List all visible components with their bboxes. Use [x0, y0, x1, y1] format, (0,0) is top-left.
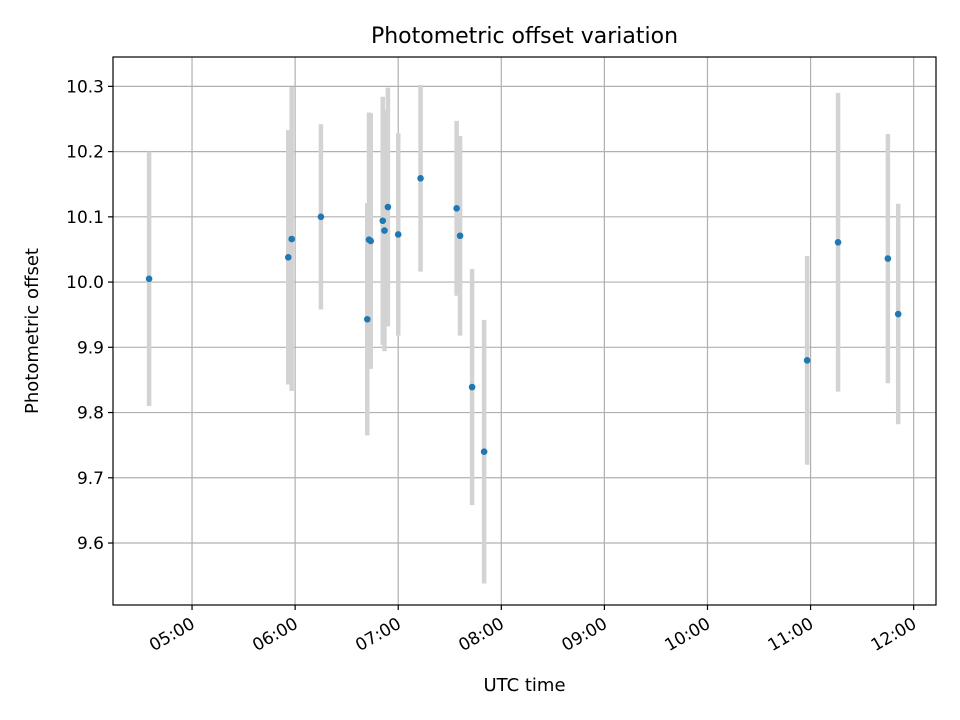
data-point [145, 275, 153, 283]
y-tick-label: 9.7 [77, 469, 104, 489]
data-point [468, 383, 476, 391]
data-point [284, 253, 292, 261]
data-point [417, 175, 424, 182]
data-point [884, 255, 892, 262]
data-point [894, 310, 902, 318]
x-axis-label: UTC time [483, 675, 565, 696]
grid [113, 57, 936, 605]
y-tick-label: 10.3 [66, 77, 104, 97]
data-point [379, 217, 387, 225]
data-point [288, 235, 295, 243]
y-tick-label: 9.6 [77, 534, 104, 554]
data-point [480, 448, 488, 455]
y-tick-label: 10.0 [66, 273, 104, 293]
data-point [834, 238, 842, 246]
chart-title: Photometric offset variation [371, 24, 678, 49]
y-axis-ticks: 9.6 9.7 9.8 9.9 10.0 10.1 10.2 10.3 [66, 77, 113, 554]
data-point [363, 315, 371, 323]
data-point [384, 203, 392, 211]
y-tick-label: 9.9 [77, 338, 104, 358]
data-point [803, 357, 811, 364]
y-tick-label: 9.8 [77, 404, 104, 424]
data-points [145, 175, 902, 455]
plot-frame [112, 56, 937, 606]
y-tick-label: 10.1 [66, 208, 104, 228]
data-point [367, 237, 375, 245]
data-point [381, 227, 388, 234]
y-tick-label: 10.2 [66, 143, 104, 163]
data-point [317, 213, 325, 221]
data-point [394, 231, 402, 238]
data-point [456, 232, 464, 240]
data-point [453, 205, 460, 212]
y-axis-label: Photometric offset [22, 248, 43, 414]
